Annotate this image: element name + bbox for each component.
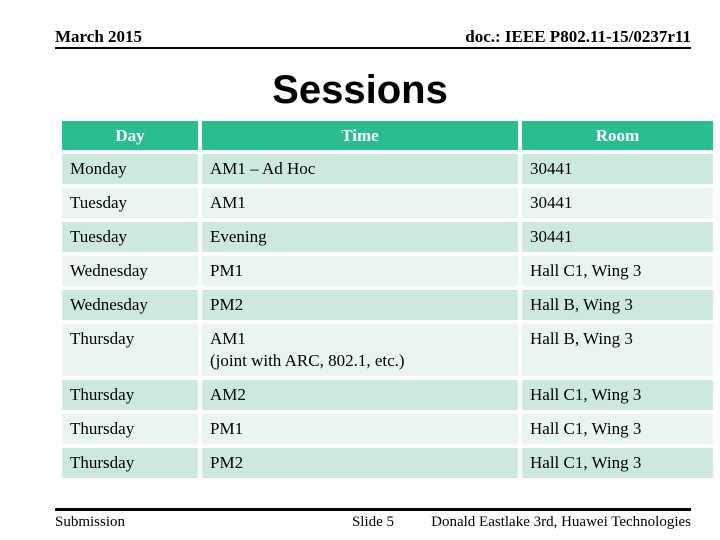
sessions-table: Day Time Room Monday AM1 – Ad Hoc 30441 … bbox=[58, 117, 717, 482]
footer-slide-number: Slide 5 bbox=[351, 514, 395, 530]
header-doc-number: doc.: IEEE P802.11-15/0237r11 bbox=[465, 27, 691, 46]
day-cell: Thursday bbox=[62, 380, 198, 410]
table-row: Thursday PM1 Hall C1, Wing 3 bbox=[62, 414, 713, 444]
table-row: Wednesday PM2 Hall B, Wing 3 bbox=[62, 290, 713, 320]
day-cell: Thursday bbox=[62, 324, 198, 376]
time-cell: AM1 (joint with ARC, 802.1, etc.) bbox=[202, 324, 518, 376]
room-cell: 30441 bbox=[522, 222, 713, 252]
table-header-row: Day Time Room bbox=[62, 121, 713, 150]
time-cell: PM1 bbox=[202, 414, 518, 444]
room-cell: Hall C1, Wing 3 bbox=[522, 256, 713, 286]
time-cell: PM2 bbox=[202, 290, 518, 320]
header-rule bbox=[55, 47, 691, 49]
time-cell: PM2 bbox=[202, 448, 518, 478]
day-cell: Tuesday bbox=[62, 222, 198, 252]
time-cell: AM1 – Ad Hoc bbox=[202, 154, 518, 184]
column-header-time: Time bbox=[202, 121, 518, 150]
time-cell: Evening bbox=[202, 222, 518, 252]
day-cell: Thursday bbox=[62, 448, 198, 478]
table-row: Monday AM1 – Ad Hoc 30441 bbox=[62, 154, 713, 184]
room-cell: Hall C1, Wing 3 bbox=[522, 448, 713, 478]
room-cell: Hall C1, Wing 3 bbox=[522, 414, 713, 444]
footer-author: Donald Eastlake 3rd, Huawei Technologies bbox=[431, 514, 691, 530]
page-footer: Submission Slide 5 Donald Eastlake 3rd, … bbox=[55, 513, 691, 531]
day-cell: Monday bbox=[62, 154, 198, 184]
room-cell: Hall B, Wing 3 bbox=[522, 324, 713, 376]
table-row: Tuesday Evening 30441 bbox=[62, 222, 713, 252]
header-date: March 2015 bbox=[55, 27, 143, 46]
time-cell: AM1 bbox=[202, 188, 518, 218]
table-row: Thursday AM2 Hall C1, Wing 3 bbox=[62, 380, 713, 410]
day-cell: Thursday bbox=[62, 414, 198, 444]
time-cell: AM2 bbox=[202, 380, 518, 410]
room-cell: 30441 bbox=[522, 154, 713, 184]
day-cell: Wednesday bbox=[62, 290, 198, 320]
room-cell: Hall B, Wing 3 bbox=[522, 290, 713, 320]
column-header-day: Day bbox=[62, 121, 198, 150]
table-row: Tuesday AM1 30441 bbox=[62, 188, 713, 218]
table-row: Thursday PM2 Hall C1, Wing 3 bbox=[62, 448, 713, 478]
table-row: Wednesday PM1 Hall C1, Wing 3 bbox=[62, 256, 713, 286]
footer-submission: Submission bbox=[55, 514, 126, 530]
day-cell: Wednesday bbox=[62, 256, 198, 286]
page-header: March 2015 doc.: IEEE P802.11-15/0237r11 bbox=[55, 28, 691, 46]
time-cell: PM1 bbox=[202, 256, 518, 286]
table-row: Thursday AM1 (joint with ARC, 802.1, etc.… bbox=[62, 324, 713, 376]
column-header-room: Room bbox=[522, 121, 713, 150]
day-cell: Tuesday bbox=[62, 188, 198, 218]
room-cell: 30441 bbox=[522, 188, 713, 218]
slide-title: Sessions bbox=[272, 68, 448, 112]
room-cell: Hall C1, Wing 3 bbox=[522, 380, 713, 410]
footer-rule bbox=[55, 508, 691, 511]
